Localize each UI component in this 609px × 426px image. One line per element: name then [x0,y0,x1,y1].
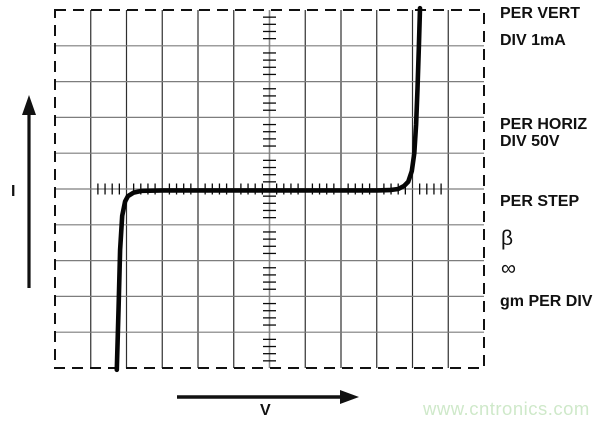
readout-per-horiz: PER HORIZ [500,116,588,133]
readout-horiz-scale: DIV 50V [500,133,560,150]
watermark: www.cntronics.com [423,398,590,419]
i-axis-arrow [22,95,36,288]
v-axis-arrow [177,390,359,404]
v-axis-label: V [260,402,271,419]
readout-gm-per-div: gm PER DIV [500,293,593,310]
readout-vert-scale: DIV 1mA [500,32,566,49]
graticule-border [54,9,485,369]
readout-infinity: ∞ [501,257,516,280]
i-axis-label: I [11,183,16,200]
v-arrowhead [340,390,359,404]
iv-curve [114,5,423,373]
i-arrowhead [22,95,36,115]
readout-beta: β [501,227,514,250]
readout-per-vert: PER VERT [500,5,581,22]
readout-per-step: PER STEP [500,193,580,210]
